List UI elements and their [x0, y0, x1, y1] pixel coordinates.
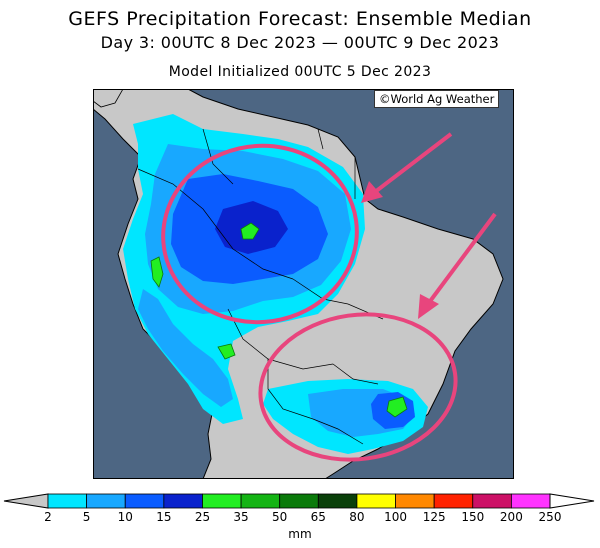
precip-25mm-core-north	[240, 222, 260, 240]
scale-swatch	[510, 493, 551, 509]
precip-5mm-andes	[138, 289, 233, 407]
color-scale-bar	[3, 493, 595, 509]
unit-label: mm	[288, 527, 312, 541]
scale-swatch	[356, 493, 396, 509]
scale-tick-label: 10	[117, 510, 133, 524]
scale-tick-label: 80	[349, 510, 365, 524]
scale-tick-label: 50	[272, 510, 288, 524]
south-region-circle	[258, 312, 458, 462]
scale-tick-label: 200	[499, 510, 523, 524]
scale-swatch	[433, 493, 474, 509]
precip-25mm-core-bolivia	[217, 343, 236, 360]
scale-tick-label: 5	[82, 510, 91, 524]
scale-swatch	[472, 493, 512, 509]
scale-swatch	[202, 493, 242, 509]
country-borders	[137, 128, 384, 445]
precip-25mm-core-andes	[150, 256, 164, 288]
scale-swatch	[86, 493, 126, 509]
map-title: GEFS Precipitation Forecast: Ensemble Me…	[68, 8, 532, 30]
scale-overflow-triangle	[549, 493, 595, 509]
scale-tick-label: 25	[194, 510, 211, 524]
scale-swatch	[240, 493, 281, 509]
north-region-circle	[161, 143, 359, 325]
scale-tick-label: 15	[156, 510, 172, 524]
precip-25mm-core-south	[386, 396, 408, 418]
scale-tick-label: 100	[384, 510, 407, 524]
scale-tick-label: 150	[461, 510, 485, 524]
scale-swatch	[279, 493, 319, 509]
scale-swatch	[395, 493, 435, 509]
scale-swatch	[163, 493, 203, 509]
scale-tick-label: 125	[422, 510, 446, 524]
forecast-period: Day 3: 00UTC 8 Dec 2023 — 00UTC 9 Dec 20…	[100, 33, 500, 52]
land-central-america	[93, 89, 124, 108]
scale-tick-label: 250	[538, 510, 562, 524]
credit-label: ©World Ag Weather	[374, 90, 500, 108]
scale-swatch	[317, 493, 358, 509]
model-init-time: Model Initialized 00UTC 5 Dec 2023	[168, 64, 432, 80]
color-scale-ticks: 2 5 10 15 25 35 50 65 80 100 125 150 200 250	[0, 510, 600, 526]
south-arrow	[418, 212, 497, 319]
scale-swatch	[47, 493, 88, 509]
scale-tick-label: 2	[44, 510, 52, 524]
scale-tick-label: 35	[233, 510, 249, 524]
precipitation-map	[93, 89, 514, 479]
scale-tick-label: 65	[310, 510, 326, 524]
north-arrow	[361, 132, 453, 203]
scale-underflow-triangle	[3, 493, 49, 509]
scale-swatch	[124, 493, 165, 509]
map-frame	[93, 89, 514, 479]
